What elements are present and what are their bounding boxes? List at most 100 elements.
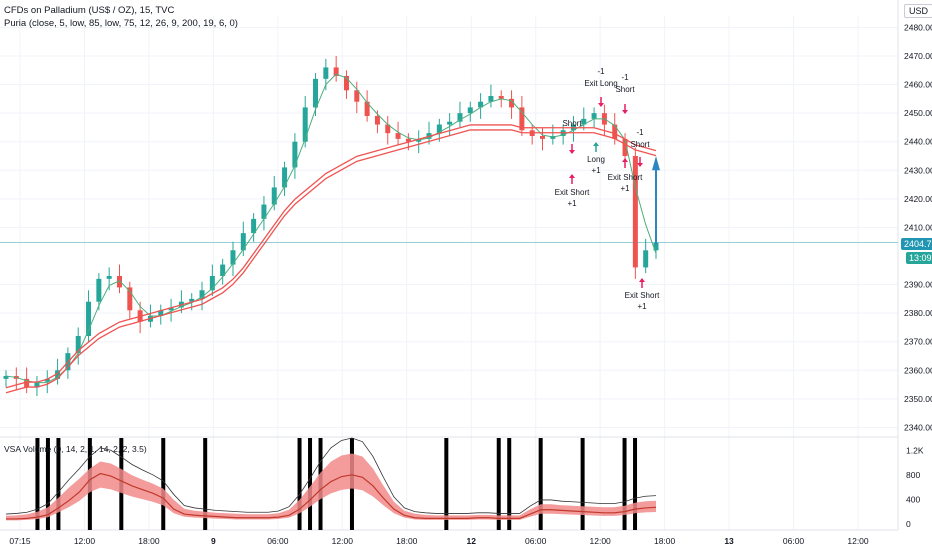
- y-tick-label: 2380.00: [904, 308, 932, 318]
- candle-body: [540, 136, 546, 139]
- candle-body: [488, 96, 494, 102]
- x-tick-label: 06:00: [783, 536, 805, 546]
- signal-qty: -1: [597, 67, 605, 76]
- volume-spike: [45, 438, 50, 530]
- volume-spike: [35, 438, 40, 530]
- candle-body: [364, 101, 370, 116]
- signal-label: Exit Long: [584, 79, 617, 88]
- x-tick-label: 12:00: [332, 536, 354, 546]
- volume-spike: [297, 438, 302, 530]
- volume-line: [6, 472, 657, 520]
- candle-body: [127, 287, 133, 311]
- candle-body: [436, 124, 442, 134]
- candle-body: [116, 276, 122, 288]
- signal-marker: Long +1: [587, 142, 605, 175]
- candle-body: [509, 98, 515, 108]
- signal-arrow-head: [593, 142, 599, 146]
- candle-body: [199, 290, 205, 299]
- volume-spike: [580, 438, 585, 530]
- signal-label: Exit Short: [555, 188, 590, 197]
- candle-body: [643, 250, 649, 268]
- x-tick-label: 9: [211, 536, 216, 546]
- candle-body: [457, 113, 463, 122]
- candle-body: [323, 67, 329, 79]
- signal-qty: -1: [636, 128, 644, 137]
- fast-ma-line: [5, 73, 657, 384]
- vsa-volume-legend[interactable]: VSA Volume (0, 14, 2, 1, 14, 2, 2, 3.5): [4, 444, 147, 454]
- volume-spike: [507, 438, 512, 530]
- signal-marker: -1 Short: [630, 128, 650, 167]
- candle-body: [230, 250, 236, 265]
- candle-body: [581, 118, 587, 125]
- candle-body: [3, 376, 9, 379]
- volume-spike: [56, 438, 61, 530]
- signal-label: Short: [630, 140, 650, 149]
- last-price-label: 2404.71: [901, 238, 932, 250]
- y-tick-label: 2460.00: [904, 80, 932, 90]
- volume-tick-label: 1.2K: [906, 445, 924, 455]
- signal-qty: -1: [621, 73, 629, 82]
- y-tick-label: 2420.00: [904, 194, 932, 204]
- signal-arrow-head: [598, 103, 604, 107]
- candle-body: [240, 233, 246, 251]
- y-tick-label: 2430.00: [904, 165, 932, 175]
- candle-body: [282, 167, 288, 188]
- x-tick-label: 18:00: [138, 536, 160, 546]
- candle-body: [374, 116, 380, 125]
- x-tick-label: 06:00: [525, 536, 547, 546]
- currency-badge[interactable]: USD: [904, 4, 932, 18]
- grid: [0, 0, 899, 531]
- symbol-title[interactable]: CFDs on Palladium (US$ / OZ), 15, TVC: [4, 5, 175, 16]
- x-tick-label: 07:15: [9, 536, 31, 546]
- x-tick-label: 12:00: [590, 536, 612, 546]
- signal-label: Long: [587, 155, 605, 164]
- candle-body: [44, 378, 50, 382]
- y-tick-label: 2360.00: [904, 365, 932, 375]
- indicator-legend[interactable]: Puria (close, 5, low, 85, low, 75, 12, 2…: [4, 18, 238, 29]
- ma-upper-line: [5, 124, 657, 389]
- candle-body: [632, 156, 638, 268]
- candle-body: [168, 307, 174, 311]
- y-tick-label: 2340.00: [904, 422, 932, 432]
- candle-body: [189, 298, 195, 302]
- candle-body: [405, 138, 411, 142]
- volume-spike: [444, 438, 449, 530]
- y-tick-label: 2410.00: [904, 222, 932, 232]
- signal-marker: -1 Exit Long: [584, 67, 618, 107]
- candle-body: [591, 113, 597, 119]
- candle-body: [220, 264, 226, 276]
- x-tick-label: 18:00: [396, 536, 418, 546]
- candle-body: [354, 90, 360, 102]
- volume-spike: [308, 438, 313, 530]
- trend-arrow-head: [652, 156, 660, 171]
- volume-spike: [538, 438, 543, 530]
- signal-qty: +1: [637, 302, 647, 311]
- candle-body: [209, 276, 215, 291]
- y-tick-label: 2470.00: [904, 51, 932, 61]
- volume-spike: [496, 438, 501, 530]
- signal-label: Exit Short: [625, 291, 660, 300]
- y-tick-label: 2390.00: [904, 280, 932, 290]
- candle-body: [467, 107, 473, 114]
- signal-marker: -1 Short: [615, 73, 635, 114]
- signal-arrow-head: [622, 110, 628, 114]
- signal-arrow-head: [637, 163, 643, 167]
- x-tick-label: 12: [466, 536, 476, 546]
- volume-tick-label: 0: [906, 519, 911, 529]
- y-tick-label: 2350.00: [904, 394, 932, 404]
- candle-body: [261, 204, 267, 219]
- volume-panel: [5, 437, 657, 530]
- signal-arrow-head: [639, 278, 645, 282]
- x-tick-label: 18:00: [654, 536, 676, 546]
- candle-body: [75, 336, 81, 354]
- candle-body: [106, 276, 112, 279]
- candle-body: [313, 78, 319, 108]
- volume-spike: [203, 438, 208, 530]
- signal-marker: Exit Short +1: [555, 174, 590, 208]
- signal-marker: Exit Short +1: [608, 158, 643, 193]
- y-tick-label: 2440.00: [904, 137, 932, 147]
- x-tick-label: 12:00: [74, 536, 96, 546]
- signal-qty: +1: [591, 166, 601, 175]
- volume-spike: [633, 438, 638, 530]
